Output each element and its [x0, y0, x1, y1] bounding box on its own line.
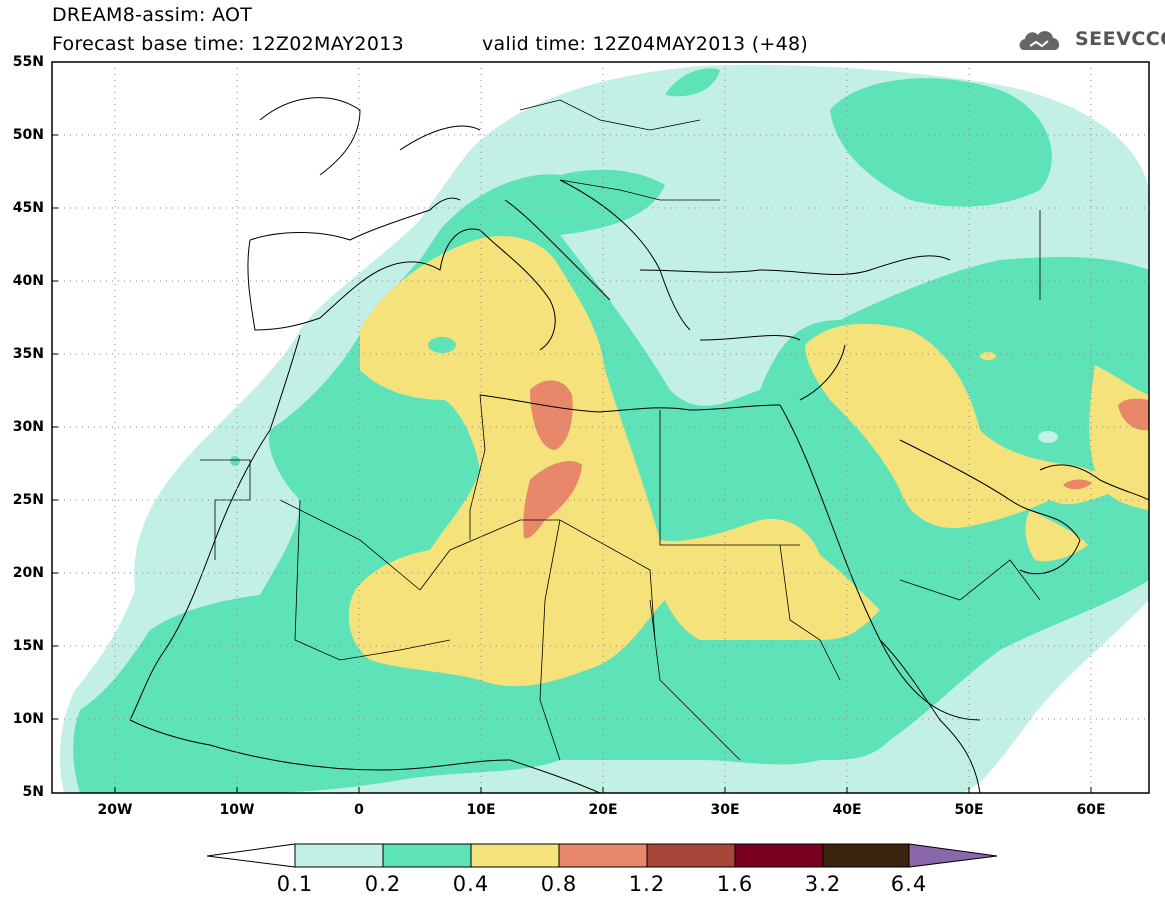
lon-label-50e: 50E — [954, 802, 984, 818]
colorbar-label-0.4: 0.4 — [452, 872, 490, 896]
lat-label-40n: 40N — [12, 273, 44, 289]
valid-time: valid time: 12Z04MAY2013 (+48) — [482, 33, 809, 55]
logo-text: SEEVCCC — [1075, 28, 1165, 50]
colorbar-label-0.8: 0.8 — [540, 872, 578, 896]
colorbar — [206, 843, 998, 868]
colorbar-bin-1.2 — [646, 843, 736, 868]
cloud-logo-icon — [1019, 31, 1060, 50]
lat-label-25n: 25N — [12, 492, 44, 508]
lat-label-10n: 10N — [12, 711, 44, 727]
map-title: DREAM8-assim: AOT — [52, 4, 253, 26]
lat-label-15n: 15N — [12, 638, 44, 654]
colorbar-label-6.4: 6.4 — [890, 872, 928, 896]
lon-label-0: 0 — [354, 802, 364, 818]
colorbar-bin-0.8 — [558, 843, 648, 868]
lon-label-60e: 60E — [1076, 802, 1106, 818]
lat-label-5n: 5N — [22, 784, 44, 800]
lat-label-20n: 20N — [12, 565, 44, 581]
colorbar-bin-0.1 — [294, 843, 384, 868]
colorbar-label-1.6: 1.6 — [716, 872, 754, 896]
colorbar-bin-0.4 — [470, 843, 560, 868]
lat-label-30n: 30N — [12, 419, 44, 435]
lat-label-50n: 50N — [12, 127, 44, 143]
lon-label-20e: 20E — [588, 802, 618, 818]
lat-label-35n: 35N — [12, 346, 44, 362]
colorbar-bin-1.6 — [734, 843, 824, 868]
colorbar-label-0.1: 0.1 — [276, 872, 314, 896]
lon-label-10w: 10W — [219, 802, 255, 818]
colorbar-label-1.2: 1.2 — [628, 872, 666, 896]
colorbar-label-3.2: 3.2 — [804, 872, 842, 896]
country-borders — [200, 99, 1041, 761]
colorbar-bin-0.2 — [382, 843, 472, 868]
lon-label-30e: 30E — [710, 802, 740, 818]
colorbar-high-arrow — [908, 843, 998, 868]
colorbar-low-arrow — [206, 843, 296, 868]
colorbar-bin-3.2 — [822, 843, 910, 868]
lon-label-10e: 10E — [466, 802, 496, 818]
lat-label-55n: 55N — [12, 54, 44, 70]
aot-contour-0.4 — [348, 236, 1149, 687]
colorbar-label-0.2: 0.2 — [364, 872, 402, 896]
lon-label-20w: 20W — [97, 802, 133, 818]
forecast-base-time: Forecast base time: 12Z02MAY2013 — [52, 33, 404, 55]
lat-label-45n: 45N — [12, 200, 44, 216]
lon-label-40e: 40E — [832, 802, 862, 818]
